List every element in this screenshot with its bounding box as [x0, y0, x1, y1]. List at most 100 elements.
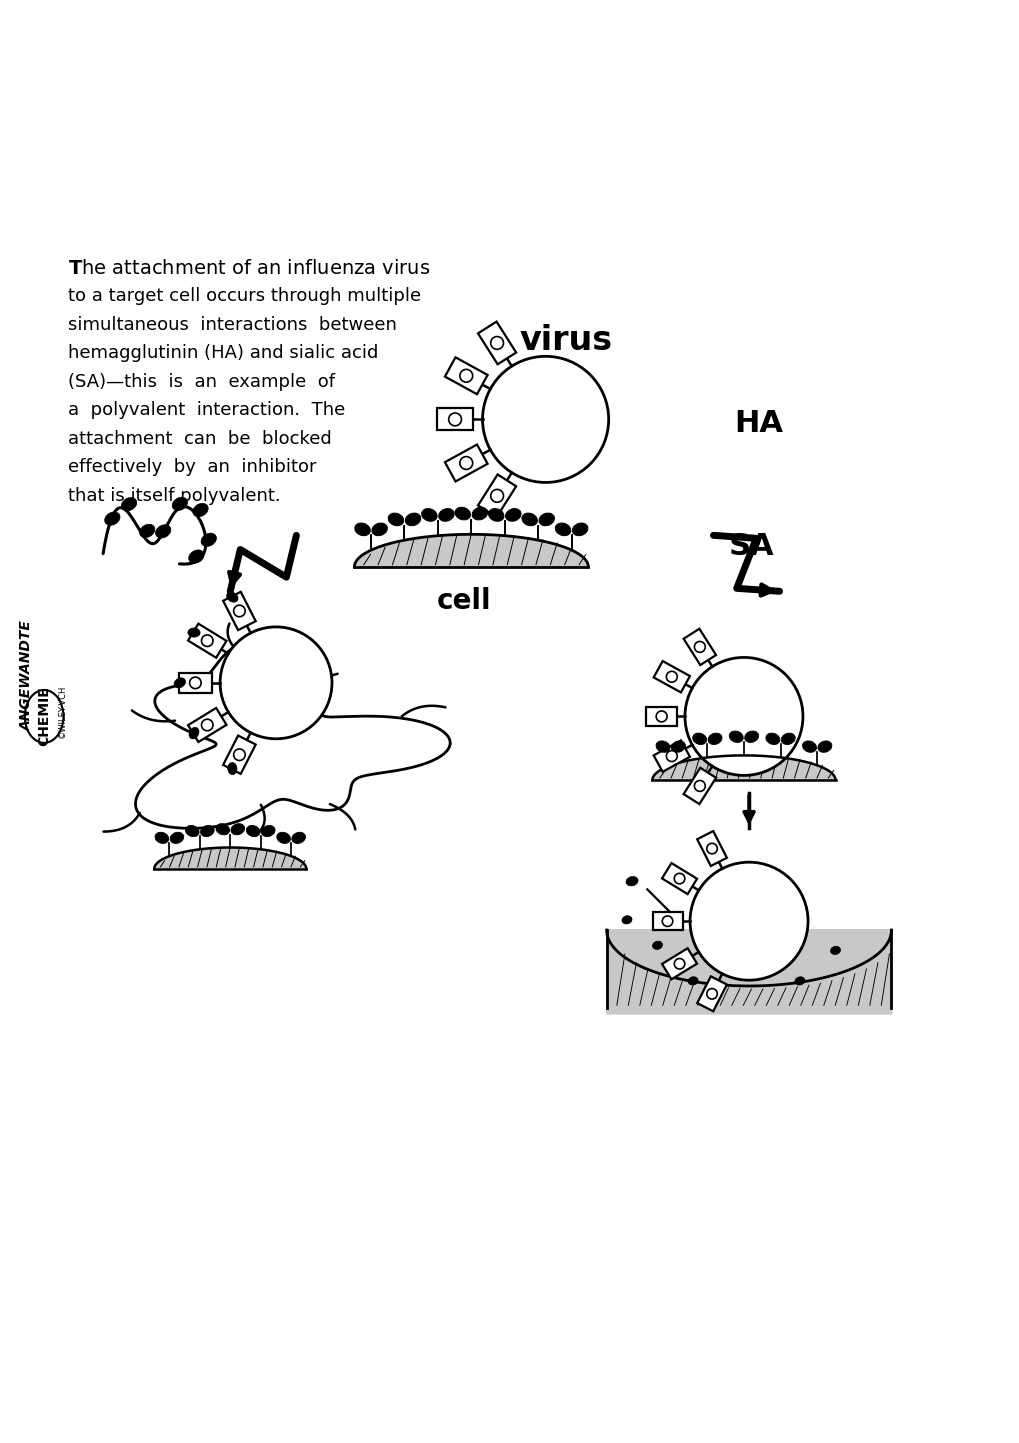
- Circle shape: [674, 873, 684, 885]
- Ellipse shape: [765, 733, 780, 745]
- Ellipse shape: [572, 522, 587, 535]
- Ellipse shape: [185, 825, 199, 837]
- Ellipse shape: [405, 514, 421, 525]
- Circle shape: [694, 642, 704, 652]
- Text: hemagglutinin (HA) and sialic acid: hemagglutinin (HA) and sialic acid: [67, 343, 377, 362]
- Ellipse shape: [538, 514, 554, 525]
- Ellipse shape: [247, 825, 260, 837]
- Circle shape: [685, 658, 802, 775]
- Circle shape: [706, 843, 716, 854]
- Ellipse shape: [155, 833, 168, 843]
- Polygon shape: [697, 977, 727, 1012]
- Circle shape: [490, 489, 503, 502]
- Text: effectively  by  an  inhibitor: effectively by an inhibitor: [67, 457, 316, 476]
- Ellipse shape: [226, 592, 237, 602]
- Circle shape: [233, 749, 245, 760]
- Text: (SA)—this  is  an  example  of: (SA)—this is an example of: [67, 372, 334, 391]
- Ellipse shape: [261, 825, 275, 837]
- Ellipse shape: [155, 525, 171, 538]
- Ellipse shape: [781, 733, 795, 745]
- Ellipse shape: [438, 508, 453, 521]
- Ellipse shape: [276, 833, 290, 843]
- Ellipse shape: [829, 947, 840, 954]
- Circle shape: [202, 719, 213, 730]
- Ellipse shape: [729, 732, 743, 743]
- Ellipse shape: [355, 522, 370, 535]
- Circle shape: [655, 711, 666, 722]
- Ellipse shape: [817, 740, 832, 752]
- Ellipse shape: [121, 498, 137, 511]
- Ellipse shape: [671, 740, 685, 752]
- Ellipse shape: [291, 833, 305, 843]
- Ellipse shape: [189, 727, 199, 739]
- Text: HA: HA: [733, 408, 782, 439]
- Ellipse shape: [692, 733, 706, 745]
- Circle shape: [665, 750, 677, 762]
- Ellipse shape: [707, 733, 721, 745]
- Ellipse shape: [688, 977, 697, 986]
- Circle shape: [460, 369, 472, 382]
- Text: virus: virus: [519, 323, 611, 356]
- Ellipse shape: [794, 977, 804, 986]
- Circle shape: [490, 336, 503, 349]
- Polygon shape: [697, 831, 727, 866]
- Ellipse shape: [216, 824, 229, 835]
- Circle shape: [690, 861, 807, 980]
- Circle shape: [482, 356, 608, 482]
- Ellipse shape: [488, 508, 503, 521]
- Ellipse shape: [454, 508, 470, 519]
- Text: attachment  can  be  blocked: attachment can be blocked: [67, 430, 331, 447]
- Polygon shape: [478, 322, 516, 364]
- Ellipse shape: [522, 514, 537, 525]
- Text: ANGEWANDTE: ANGEWANDTE: [19, 620, 34, 732]
- Polygon shape: [187, 623, 226, 658]
- Polygon shape: [187, 709, 226, 742]
- Polygon shape: [661, 948, 696, 980]
- Circle shape: [448, 413, 461, 426]
- Ellipse shape: [193, 504, 208, 517]
- Polygon shape: [683, 768, 715, 804]
- Text: SA: SA: [728, 532, 773, 561]
- Polygon shape: [606, 931, 891, 1014]
- Polygon shape: [154, 847, 306, 869]
- Circle shape: [665, 671, 677, 683]
- Polygon shape: [653, 740, 689, 772]
- Polygon shape: [223, 736, 256, 773]
- Ellipse shape: [201, 825, 214, 837]
- Ellipse shape: [372, 522, 387, 535]
- Polygon shape: [444, 358, 487, 394]
- Polygon shape: [652, 912, 682, 931]
- Ellipse shape: [505, 508, 521, 521]
- Text: to a target cell occurs through multiple: to a target cell occurs through multiple: [67, 287, 420, 304]
- Circle shape: [460, 456, 472, 469]
- Ellipse shape: [802, 740, 815, 752]
- Text: that is itself polyvalent.: that is itself polyvalent.: [67, 486, 280, 505]
- Polygon shape: [444, 444, 487, 482]
- Ellipse shape: [227, 762, 236, 775]
- Text: $\mathbf{T}$he attachment of an influenza virus: $\mathbf{T}$he attachment of an influenz…: [67, 258, 430, 277]
- Ellipse shape: [744, 732, 758, 743]
- Polygon shape: [652, 756, 835, 781]
- Text: a  polyvalent  interaction.  The: a polyvalent interaction. The: [67, 401, 344, 418]
- Ellipse shape: [201, 532, 216, 547]
- Ellipse shape: [140, 524, 155, 538]
- Circle shape: [694, 781, 704, 791]
- Ellipse shape: [170, 833, 183, 843]
- Ellipse shape: [174, 678, 185, 688]
- Polygon shape: [645, 707, 677, 726]
- Circle shape: [674, 958, 684, 970]
- Circle shape: [661, 916, 673, 926]
- Circle shape: [220, 626, 331, 739]
- Polygon shape: [661, 863, 696, 895]
- Ellipse shape: [172, 498, 187, 511]
- Ellipse shape: [472, 508, 487, 519]
- Text: simultaneous  interactions  between: simultaneous interactions between: [67, 316, 396, 333]
- Polygon shape: [354, 534, 588, 567]
- Ellipse shape: [622, 916, 632, 924]
- Polygon shape: [178, 672, 212, 693]
- Ellipse shape: [230, 824, 245, 835]
- Ellipse shape: [388, 514, 404, 525]
- Text: CHEMIE: CHEMIE: [37, 687, 51, 746]
- Ellipse shape: [655, 740, 669, 752]
- Ellipse shape: [187, 628, 200, 638]
